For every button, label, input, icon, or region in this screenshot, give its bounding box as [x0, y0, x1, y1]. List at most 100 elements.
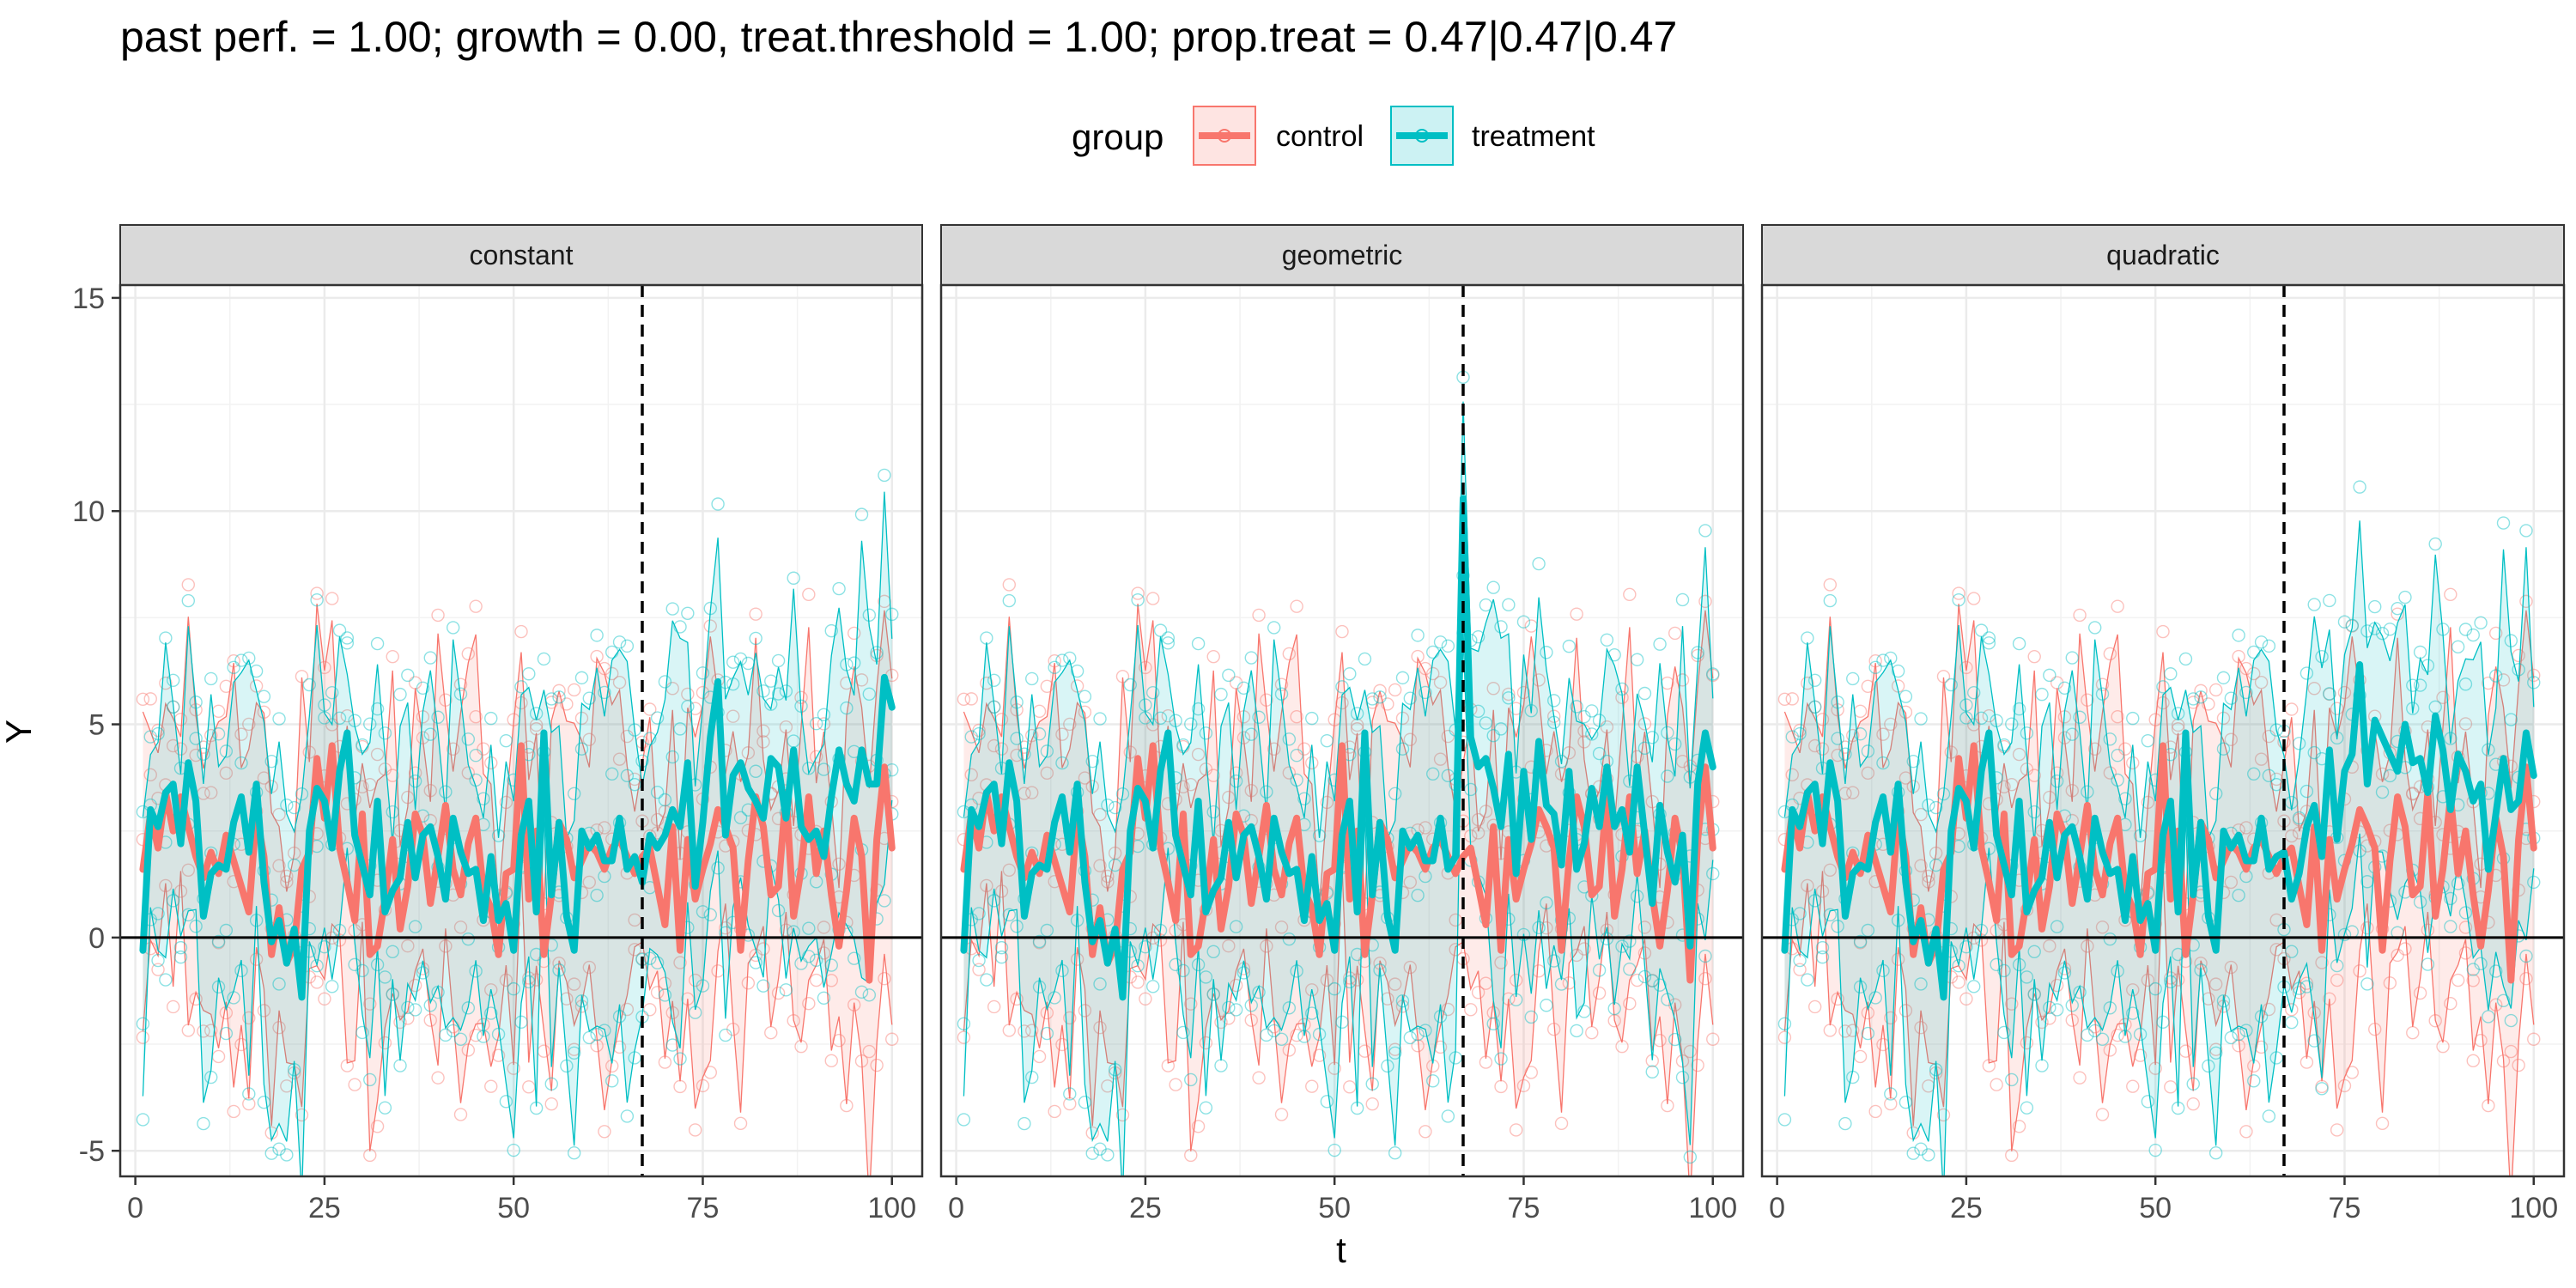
point-control: [1990, 1078, 2003, 1091]
point-control: [1260, 693, 1273, 707]
point-control: [2043, 1012, 2057, 1025]
point-treatment: [847, 951, 861, 965]
point-control: [2232, 649, 2245, 664]
point-control: [2345, 1066, 2359, 1079]
point-control: [499, 795, 513, 810]
point-control: [514, 624, 528, 639]
point-treatment: [2194, 963, 2208, 977]
point-control: [994, 884, 1009, 898]
point-control: [2315, 956, 2329, 969]
point-treatment: [643, 732, 657, 745]
point-treatment: [590, 629, 604, 642]
point-control: [980, 676, 993, 690]
point-control: [1229, 676, 1243, 690]
point-control: [2512, 1058, 2525, 1072]
point-control: [2292, 986, 2306, 999]
point-treatment: [1252, 710, 1266, 724]
point-control: [423, 1013, 437, 1027]
point-treatment: [2360, 977, 2374, 991]
point-control: [1952, 586, 1965, 600]
point-treatment: [612, 1009, 627, 1024]
point-control: [370, 747, 385, 762]
point-treatment: [1623, 934, 1637, 948]
point-treatment: [393, 687, 407, 702]
point-control: [257, 705, 271, 720]
point-control: [1063, 1097, 1077, 1111]
point-treatment: [189, 732, 203, 745]
point-control: [764, 1026, 778, 1040]
point-treatment: [340, 636, 355, 650]
point-control: [1471, 986, 1485, 999]
point-control: [1123, 745, 1137, 759]
point-control: [529, 722, 544, 736]
point-treatment: [1540, 999, 1553, 1012]
point-treatment: [204, 1070, 218, 1084]
y-tick-label: -5: [79, 1135, 105, 1168]
point-control: [2208, 1042, 2223, 1056]
point-treatment: [1891, 664, 1905, 678]
point-control: [2307, 682, 2321, 696]
point-control: [1884, 1097, 1898, 1111]
point-control: [688, 1123, 702, 1137]
point-control: [461, 1043, 476, 1057]
point-control: [1433, 752, 1448, 766]
point-control: [1018, 1024, 1031, 1038]
point-control: [439, 693, 453, 707]
point-treatment: [257, 1095, 271, 1109]
point-control: [1570, 948, 1583, 963]
point-control: [1433, 676, 1448, 690]
point-treatment: [234, 963, 248, 978]
point-treatment: [355, 1025, 369, 1040]
point-treatment: [696, 905, 710, 919]
point-treatment: [2232, 888, 2245, 902]
point-control: [964, 768, 978, 782]
point-treatment: [446, 621, 460, 635]
point-control: [1959, 992, 1973, 1005]
point-control: [1637, 717, 1652, 731]
point-treatment: [1070, 664, 1084, 678]
point-treatment: [1395, 742, 1410, 756]
point-treatment: [1944, 677, 1958, 692]
point-control: [2337, 1078, 2352, 1093]
point-treatment: [972, 953, 986, 968]
point-control: [1101, 875, 1115, 889]
point-control: [2050, 676, 2064, 690]
point-treatment: [2043, 668, 2057, 683]
point-control: [1274, 920, 1289, 934]
point-treatment: [1637, 686, 1652, 701]
point-control: [1509, 702, 1523, 715]
point-treatment: [302, 677, 316, 692]
point-control: [2391, 948, 2404, 963]
point-control: [1815, 884, 1830, 898]
point-treatment: [1365, 692, 1379, 706]
chart-title: past perf. = 1.00; growth = 0.00, treat.…: [120, 13, 1677, 61]
point-treatment: [1206, 805, 1220, 819]
point-treatment: [840, 658, 854, 671]
point-treatment: [2232, 629, 2245, 642]
point-treatment: [1388, 787, 1402, 801]
point-control: [461, 766, 476, 780]
point-control: [1191, 747, 1206, 762]
point-control: [2216, 711, 2231, 726]
point-treatment: [446, 1024, 460, 1038]
point-treatment: [1199, 970, 1213, 984]
point-control: [363, 778, 377, 792]
point-control: [2043, 790, 2057, 805]
y-axis-title: Y: [0, 720, 39, 744]
strip-quadratic: [1761, 224, 2565, 286]
point-control: [166, 999, 180, 1014]
point-control: [302, 745, 316, 759]
point-control: [741, 976, 756, 990]
point-control: [2292, 812, 2306, 827]
point-treatment: [1698, 524, 1712, 538]
point-control: [771, 986, 786, 1000]
point-treatment: [726, 677, 740, 691]
point-treatment: [1698, 949, 1712, 963]
point-control: [2118, 742, 2132, 756]
point-control: [1683, 1044, 1698, 1059]
point-treatment: [2043, 1000, 2057, 1015]
point-treatment: [1267, 621, 1281, 635]
legend-entry-treatment: treatment: [1390, 106, 1595, 166]
point-control: [1441, 729, 1455, 744]
point-control: [1914, 1020, 1928, 1035]
